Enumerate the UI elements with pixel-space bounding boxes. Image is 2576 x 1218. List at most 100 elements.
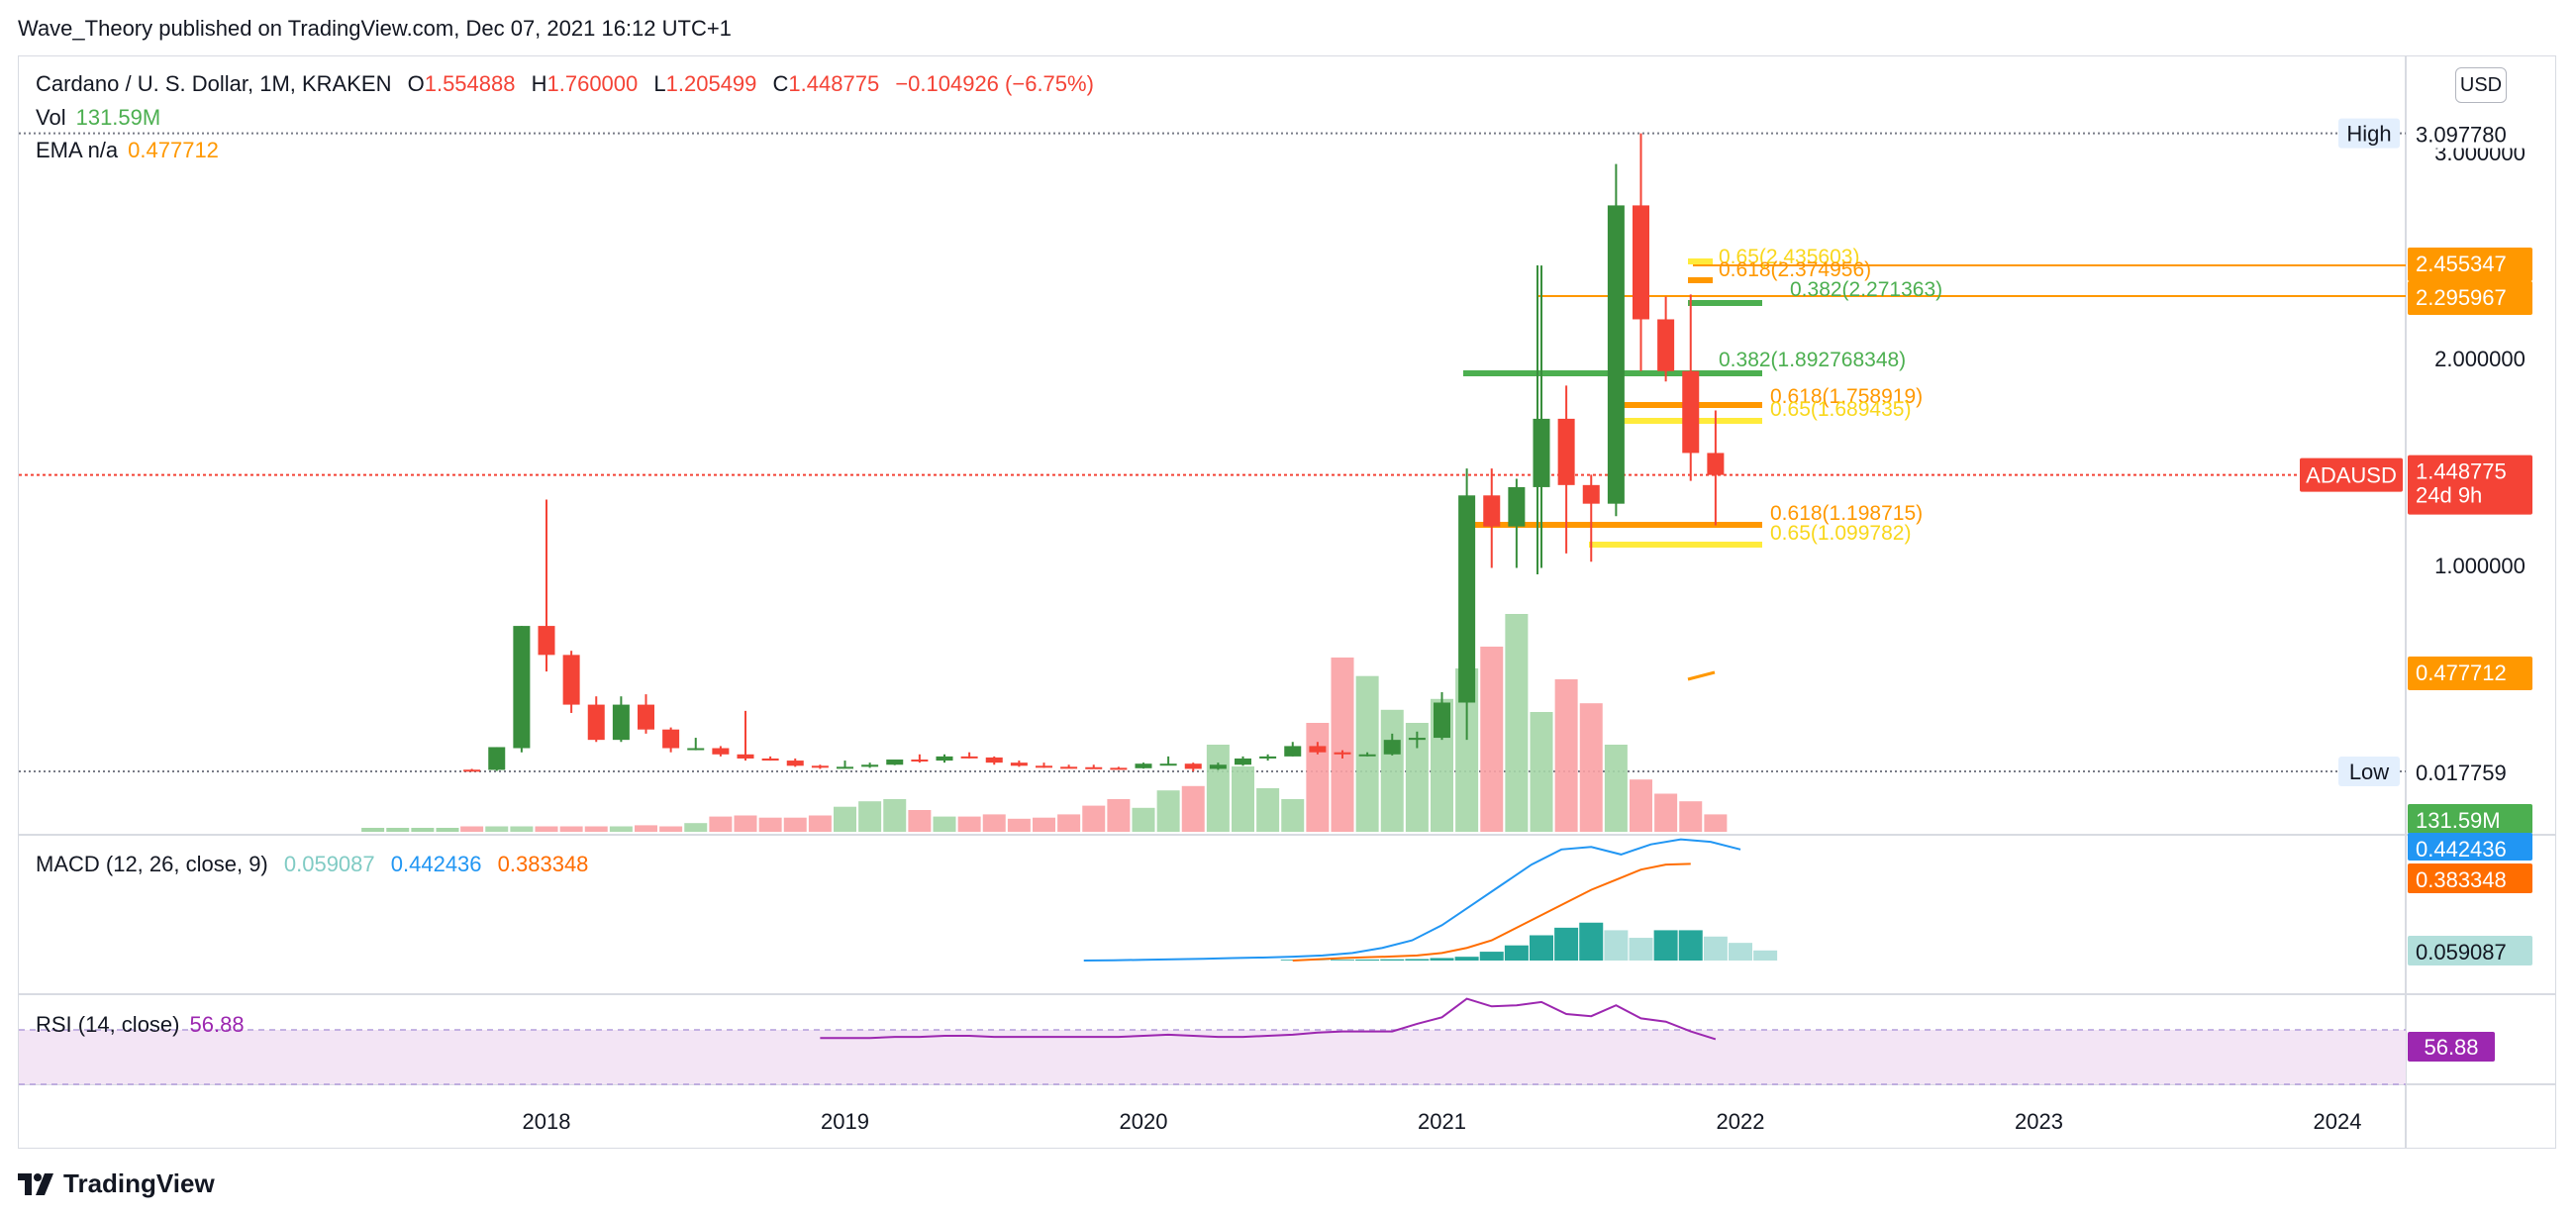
level-b-tag: 2.295967: [2416, 285, 2507, 310]
volume-tag: 131.59M: [2416, 808, 2501, 833]
legend-ema: EMA n/a 0.477712: [36, 138, 229, 163]
volume-bar: [1654, 793, 1678, 832]
candle-body: [786, 761, 804, 766]
rsi-tag-bg: [2408, 1032, 2495, 1062]
volume-bar: [1306, 723, 1330, 832]
volume-bar: [635, 825, 657, 832]
hist-tag-bg: [2408, 936, 2532, 965]
legend-rsi-value: 56.88: [189, 1012, 245, 1037]
legend-volume-value: 131.59M: [75, 105, 161, 130]
price-axis-tick: 1.000000: [2434, 554, 2526, 578]
volume-bar: [1480, 647, 1504, 832]
volume-bar: [1679, 801, 1703, 832]
candle-body: [911, 760, 929, 762]
candle-body: [1135, 763, 1152, 768]
symbol-tag: ADAUSD: [2306, 463, 2397, 488]
rsi-line: [820, 997, 1717, 1041]
candle-body: [1383, 740, 1401, 755]
volume-bar: [1082, 805, 1106, 832]
fib-label: 0.382(1.892768348): [1719, 349, 1906, 371]
volume-bar: [1033, 817, 1055, 832]
low-label: Low: [2349, 760, 2389, 784]
volume-bar: [1579, 703, 1603, 832]
volume-bar: [1281, 799, 1305, 832]
legend-open: O1.554888: [407, 71, 516, 96]
volume-bar: [1132, 807, 1155, 832]
candle-body: [1633, 205, 1649, 320]
price-tag-bg: [2408, 455, 2532, 515]
fib-label: 0.618(1.758919): [1770, 385, 1923, 408]
candle-body: [662, 729, 680, 749]
candle-body: [1110, 767, 1128, 770]
legend-ema-value: 0.477712: [128, 138, 219, 162]
volume-bar: [1630, 779, 1652, 832]
volume-bar: [510, 826, 534, 832]
candle-body: [1060, 766, 1078, 769]
macd-line: [1083, 838, 1741, 962]
low-label-bg: [2338, 757, 2400, 786]
macd-tag: 0.442436: [2416, 837, 2507, 862]
ema-line: [1687, 670, 1716, 681]
rsi-band: [19, 1030, 2406, 1084]
tradingview-brand: TradingView: [18, 1168, 215, 1199]
candle-body: [587, 704, 605, 741]
candle-body: [1458, 495, 1476, 703]
volume-bar: [609, 826, 633, 832]
candle-body: [513, 626, 531, 749]
fib-label: 0.65(1.099782): [1770, 522, 1911, 545]
candle-body: [488, 747, 506, 770]
candle-body: [712, 748, 730, 755]
macd-hist-bar: [1355, 959, 1380, 961]
volume-bar: [436, 828, 459, 832]
macd-hist-bar: [1678, 930, 1703, 961]
high-label-bg: [2338, 118, 2400, 149]
candle-body: [1483, 495, 1501, 527]
volume-bar: [1181, 785, 1205, 832]
time-axis-tick: 2020: [1120, 1109, 1168, 1134]
legend-rsi: RSI (14, close) 56.88: [36, 1012, 254, 1038]
candle-body: [1434, 702, 1450, 739]
currency-button[interactable]: USD: [2455, 67, 2507, 103]
high-label: High: [2346, 122, 2391, 147]
candle-body: [1657, 319, 1675, 371]
volume-bar: [982, 814, 1006, 832]
volume-bar: [1704, 814, 1728, 832]
candle-body: [463, 769, 481, 772]
candle-body: [1036, 765, 1052, 768]
volume-bar: [1256, 788, 1280, 832]
macd-tag-bg: [2408, 833, 2532, 861]
high-price-tag-bg: [2408, 118, 2532, 149]
volume-bar: [1530, 712, 1553, 832]
candle-body: [1010, 762, 1028, 766]
volume-bar: [858, 801, 882, 832]
macd-hist-bar: [1653, 930, 1678, 961]
legend-ema-label: EMA n/a: [36, 138, 119, 162]
fib-label: 0.618(1.198715): [1770, 502, 1923, 525]
fib-label: 0.382(2.271363): [1790, 278, 1942, 301]
candle-body: [861, 764, 879, 767]
candle-body: [985, 757, 1003, 763]
price-axis-tick: 2.000000: [2434, 347, 2526, 371]
candle-body: [612, 704, 630, 741]
macd-hist-bar: [1753, 950, 1778, 961]
macd-hist-bar: [1479, 952, 1504, 961]
legend-macd-hist: 0.059087: [283, 852, 375, 876]
volume-bar: [559, 826, 583, 832]
candle-body: [1209, 764, 1227, 769]
volume-bar: [734, 815, 757, 832]
macd-hist-bar: [1579, 922, 1604, 961]
time-axis-tick: 2022: [1717, 1109, 1765, 1134]
candle-body: [737, 754, 754, 759]
macd-hist-bar: [1703, 936, 1728, 961]
candle-body: [1235, 758, 1251, 765]
legend-macd: MACD (12, 26, close, 9) 0.059087 0.44243…: [36, 852, 598, 877]
symbol-tag-bg: [2300, 457, 2403, 492]
legend-volume-label: Vol: [36, 105, 66, 130]
candle-body: [1707, 453, 1725, 475]
candle-body: [562, 655, 580, 705]
chart-frame: [18, 55, 2556, 1149]
legend-macd-signal: 0.383348: [497, 852, 589, 876]
time-axis-tick: 2018: [523, 1109, 571, 1134]
level-a-tag-bg: [2408, 248, 2532, 281]
